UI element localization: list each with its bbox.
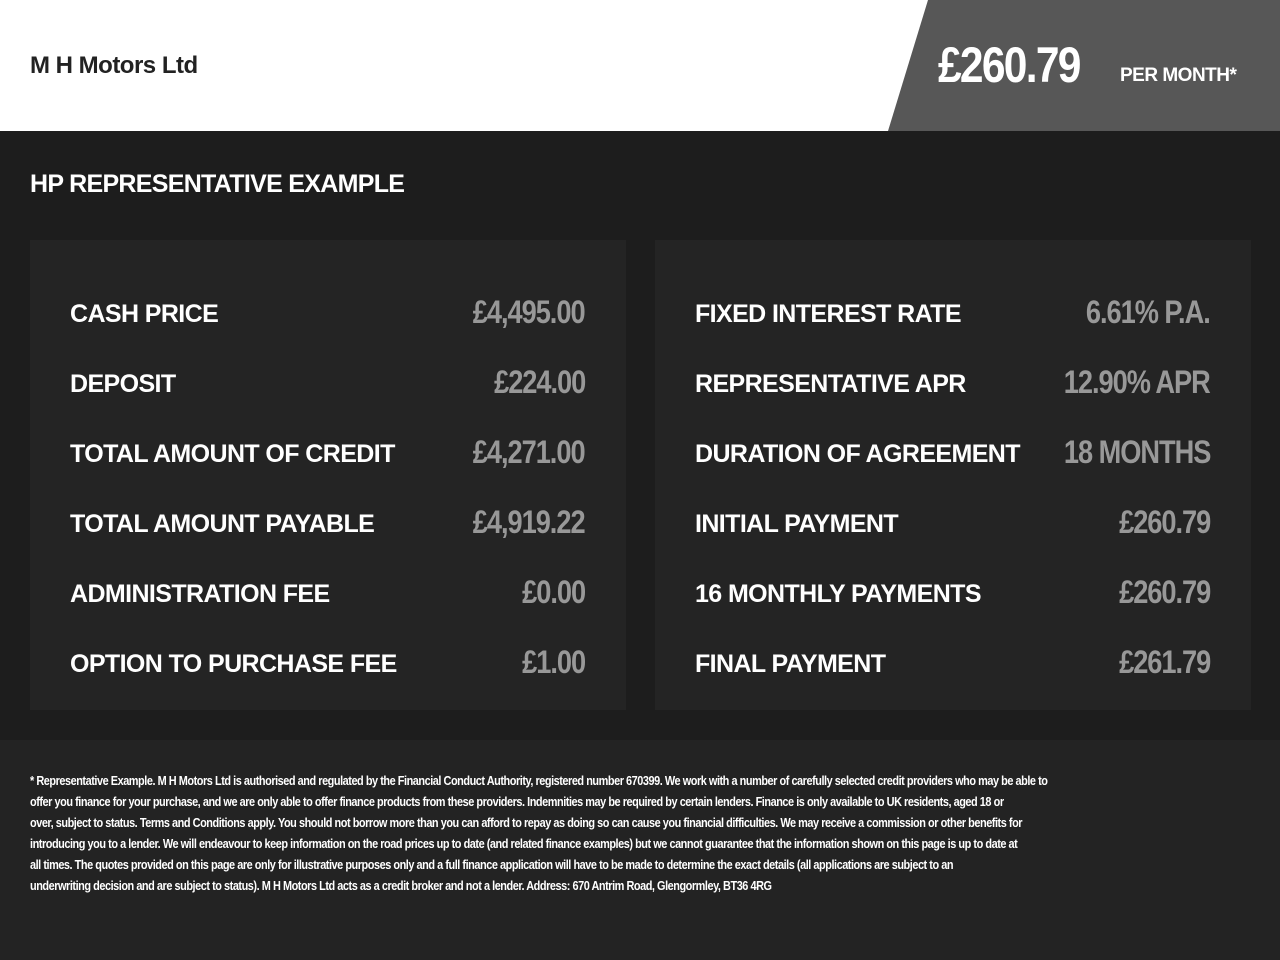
row-label: 16 MONTHLY PAYMENTS [695,580,982,608]
monthly-price: £260.79 [938,37,1081,93]
row-value: £261.79 [1118,644,1211,680]
row-label: DURATION OF AGREEMENT [695,440,1020,468]
row-label: FIXED INTEREST RATE [695,300,962,328]
row-value: £0.00 [522,574,586,610]
row-label: FINAL PAYMENT [695,650,886,678]
finance-row: TOTAL AMOUNT OF CREDIT £4,271.00 [70,428,586,470]
finance-row: 16 MONTHLY PAYMENTS £260.79 [695,568,1211,610]
row-label: TOTAL AMOUNT OF CREDIT [70,440,395,468]
disclaimer-line: all times. The quotes provided on this p… [30,857,954,872]
row-label: REPRESENTATIVE APR [695,370,966,398]
monthly-price-box [888,0,1280,131]
footer [0,740,1280,960]
row-value: £4,495.00 [473,294,586,330]
dealer-name: M H Motors Ltd [30,52,198,79]
disclaimer-line: introducing you to a lender. We will end… [30,836,1018,851]
finance-row: DURATION OF AGREEMENT 18 MONTHS [695,428,1212,470]
row-value: 12.90% APR [1063,364,1211,400]
row-label: ADMINISTRATION FEE [70,580,330,608]
disclaimer-line: * Representative Example. M H Motors Ltd… [30,773,1048,788]
row-value: 18 MONTHS [1063,434,1212,470]
row-value: £260.79 [1118,504,1211,540]
finance-row: FIXED INTEREST RATE 6.61% P.A. [695,288,1211,330]
finance-row: REPRESENTATIVE APR 12.90% APR [695,358,1211,400]
finance-row: CASH PRICE £4,495.00 [70,288,586,330]
finance-row: FINAL PAYMENT £261.79 [695,638,1211,680]
row-value: £224.00 [493,364,586,400]
finance-row: OPTION TO PURCHASE FEE £1.00 [70,638,586,680]
finance-row: DEPOSIT £224.00 [70,358,586,400]
disclaimer-line: offer you finance for your purchase, and… [30,794,1004,809]
finance-row: ADMINISTRATION FEE £0.00 [70,568,586,610]
finance-row: INITIAL PAYMENT £260.79 [695,498,1211,540]
right-finance-panel: FIXED INTEREST RATE 6.61% P.A. REPRESENTAT… [655,240,1251,710]
row-label: INITIAL PAYMENT [695,510,899,538]
disclaimer-line: over, subject to status. Terms and Condi… [30,815,1023,830]
finance-row: TOTAL AMOUNT PAYABLE £4,919.22 [70,498,586,540]
row-label: OPTION TO PURCHASE FEE [70,650,397,678]
row-value: £1.00 [522,644,586,680]
disclaimer: * Representative Example. M H Motors Ltd… [30,770,1241,896]
row-label: TOTAL AMOUNT PAYABLE [70,510,375,538]
row-value: 6.61% P.A. [1086,294,1211,330]
row-label: DEPOSIT [70,370,176,398]
row-label: CASH PRICE [70,300,219,328]
row-value: £260.79 [1118,574,1211,610]
left-finance-panel: CASH PRICE £4,495.00 DEPOSIT £224.00 TOTAL A… [30,240,626,710]
section-title: HP REPRESENTATIVE EXAMPLE [30,170,405,198]
row-value: £4,919.22 [473,504,586,540]
per-month-label: PER MONTH* [1120,65,1237,86]
row-value: £4,271.00 [473,434,586,470]
disclaimer-line: underwriting decision and are subject to… [30,878,772,893]
